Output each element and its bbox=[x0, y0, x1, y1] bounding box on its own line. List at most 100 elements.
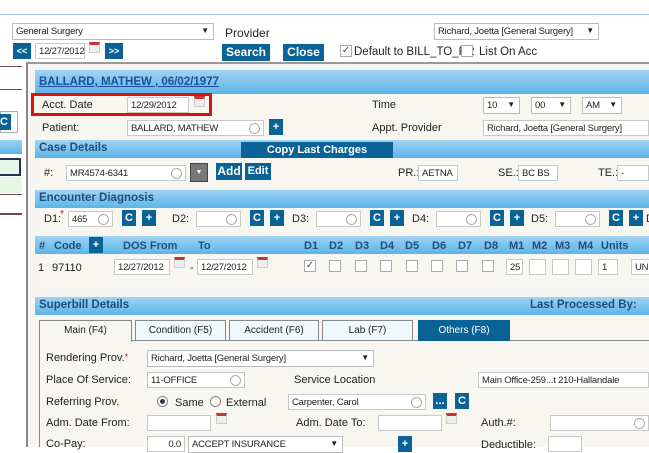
diagnosis-add-button[interactable]: + bbox=[390, 210, 404, 226]
case-number-value: MR4574-6341 bbox=[70, 168, 129, 179]
diagnosis-pointer-checkbox[interactable] bbox=[456, 260, 469, 272]
diagnosis-pointer-checkbox[interactable]: ✓ bbox=[304, 260, 316, 272]
minute-select[interactable]: 00 ▼ bbox=[531, 97, 571, 114]
case-number-field[interactable]: MR4574-6341 bbox=[66, 165, 186, 181]
appt-provider-field[interactable]: Richard, Joetta [General Surgery] bbox=[483, 120, 649, 136]
tab-4[interactable]: Others (F8) bbox=[418, 320, 510, 341]
dos-to-field[interactable]: 12/27/2012 bbox=[197, 259, 253, 275]
referring-prov-field[interactable]: Carpenter, Carol bbox=[288, 394, 426, 410]
diagnosis-clear-button[interactable]: C bbox=[609, 210, 623, 226]
rendering-prov-select[interactable]: Richard, Joetta [General Surgery] ▼ bbox=[147, 350, 374, 367]
diagnosis-pointer-checkbox[interactable] bbox=[380, 260, 393, 272]
calendar-icon[interactable] bbox=[446, 413, 457, 424]
units-field[interactable]: 1 bbox=[598, 259, 618, 275]
se-field[interactable]: BC BS C bbox=[518, 165, 558, 181]
diagnosis-add-button[interactable]: + bbox=[142, 210, 156, 226]
place-of-service-field[interactable]: 11-OFFICE bbox=[147, 372, 245, 388]
provider-label: Provider bbox=[225, 26, 270, 40]
m2-field[interactable] bbox=[529, 259, 546, 275]
m1-field[interactable]: 25 bbox=[506, 259, 523, 275]
diagnosis-pointer-checkbox[interactable] bbox=[431, 260, 443, 272]
diagnosis-add-button[interactable]: + bbox=[629, 210, 643, 226]
search-button[interactable]: Search bbox=[222, 44, 270, 61]
diagnosis-add-button[interactable]: + bbox=[510, 210, 524, 226]
diagnosis-clear-button[interactable]: C bbox=[250, 210, 264, 226]
acct-date-field[interactable]: 12/29/2012 bbox=[127, 97, 189, 113]
copy-last-charges-button[interactable]: Copy Last Charges bbox=[241, 142, 393, 159]
diagnosis-pointer-checkbox[interactable] bbox=[329, 260, 342, 272]
calendar-icon[interactable] bbox=[216, 413, 227, 424]
case-dropdown-button[interactable]: ▼ bbox=[190, 163, 208, 182]
referring-lookup-button[interactable]: ... bbox=[433, 393, 447, 409]
m3-field[interactable] bbox=[552, 259, 569, 275]
add-case-button[interactable]: Add bbox=[216, 163, 242, 180]
diagnosis-field[interactable] bbox=[316, 211, 361, 227]
tab-1[interactable]: Condition (F5) bbox=[135, 320, 226, 341]
date-field[interactable]: 12/27/2012 bbox=[35, 43, 85, 59]
search-icon[interactable] bbox=[230, 375, 241, 386]
unit-type-field[interactable]: UN bbox=[631, 259, 649, 275]
diagnosis-field[interactable] bbox=[436, 211, 481, 227]
diagnosis-pointer-checkbox[interactable] bbox=[405, 260, 418, 272]
diagnosis-clear-button[interactable]: C bbox=[370, 210, 384, 226]
diagnosis-field[interactable]: 465 bbox=[68, 211, 113, 227]
tab-0[interactable]: Main (F4) bbox=[39, 320, 132, 342]
service-location-field[interactable]: Main Office-259...t 210-Hallandale bbox=[478, 372, 649, 388]
edit-case-button[interactable]: Edit bbox=[245, 163, 271, 180]
m4-field[interactable] bbox=[575, 259, 592, 275]
same-radio[interactable] bbox=[157, 396, 168, 407]
diagnosis-clear-button[interactable]: C bbox=[122, 210, 136, 226]
calendar-icon[interactable] bbox=[194, 96, 205, 107]
left-item[interactable] bbox=[0, 177, 22, 193]
copay-type-select[interactable]: ACCEPT INSURANCE ▼ bbox=[188, 436, 343, 453]
dos-from-field[interactable]: 12/27/2012 bbox=[114, 259, 170, 275]
search-icon[interactable] bbox=[226, 214, 237, 225]
patient-field[interactable]: BALLARD, MATHEW bbox=[127, 120, 264, 136]
tab-3[interactable]: Lab (F7) bbox=[322, 320, 413, 341]
referring-clear-button[interactable]: C bbox=[455, 393, 469, 409]
deductible-field[interactable] bbox=[548, 436, 582, 452]
next-date-button[interactable]: >> bbox=[105, 43, 123, 59]
add-code-button[interactable]: + bbox=[89, 237, 103, 253]
diagnosis-add-button[interactable]: + bbox=[270, 210, 284, 226]
diagnosis-field[interactable] bbox=[196, 211, 241, 227]
diagnosis-pointer-checkbox[interactable] bbox=[481, 260, 494, 272]
auth-field[interactable] bbox=[550, 415, 649, 431]
search-icon[interactable] bbox=[249, 123, 260, 134]
calendar-icon[interactable] bbox=[174, 257, 185, 268]
diagnosis-field[interactable] bbox=[555, 211, 600, 227]
search-icon[interactable] bbox=[466, 214, 477, 225]
te-field[interactable]: - bbox=[617, 165, 649, 181]
close-button[interactable]: Close bbox=[283, 44, 324, 61]
provider-select[interactable]: Richard, Joetta [General Surgery] ▼ bbox=[434, 23, 599, 40]
calendar-icon[interactable] bbox=[89, 42, 100, 53]
tab-2[interactable]: Accident (F6) bbox=[229, 320, 319, 341]
adm-date-to-field[interactable] bbox=[378, 415, 442, 431]
patient-label: Patient: bbox=[42, 122, 80, 134]
left-divider bbox=[0, 66, 22, 67]
diagnosis-clear-button[interactable]: C bbox=[490, 210, 504, 226]
list-on-checkbox[interactable] bbox=[461, 45, 473, 57]
calendar-icon[interactable] bbox=[257, 257, 268, 268]
default-bill-checkbox[interactable]: ✓ bbox=[340, 45, 352, 57]
search-icon[interactable] bbox=[98, 214, 109, 225]
left-c-button[interactable]: C bbox=[0, 114, 11, 130]
search-icon[interactable] bbox=[346, 214, 357, 225]
pr-field[interactable]: AETNA bbox=[418, 165, 458, 181]
search-icon[interactable] bbox=[411, 397, 422, 408]
ampm-select[interactable]: AM ▼ bbox=[582, 97, 622, 114]
search-icon[interactable] bbox=[585, 214, 596, 225]
prev-date-button[interactable]: << bbox=[13, 43, 31, 59]
add-copay-button[interactable]: + bbox=[398, 436, 412, 452]
left-selected-item[interactable] bbox=[0, 158, 21, 176]
diagnosis-pointer-checkbox[interactable] bbox=[354, 260, 367, 272]
search-icon[interactable] bbox=[171, 168, 182, 179]
external-radio[interactable] bbox=[210, 396, 221, 407]
add-patient-button[interactable]: + bbox=[269, 119, 283, 135]
copay-field[interactable]: 0.0 bbox=[147, 436, 185, 452]
patient-header-link[interactable]: BALLARD, MATHEW , 06/02/1977 bbox=[39, 76, 219, 88]
search-icon[interactable] bbox=[634, 418, 645, 429]
specialty-select[interactable]: General Surgery ▼ bbox=[12, 23, 214, 40]
adm-date-from-field[interactable] bbox=[147, 415, 211, 431]
hour-select[interactable]: 10 ▼ bbox=[483, 97, 520, 114]
